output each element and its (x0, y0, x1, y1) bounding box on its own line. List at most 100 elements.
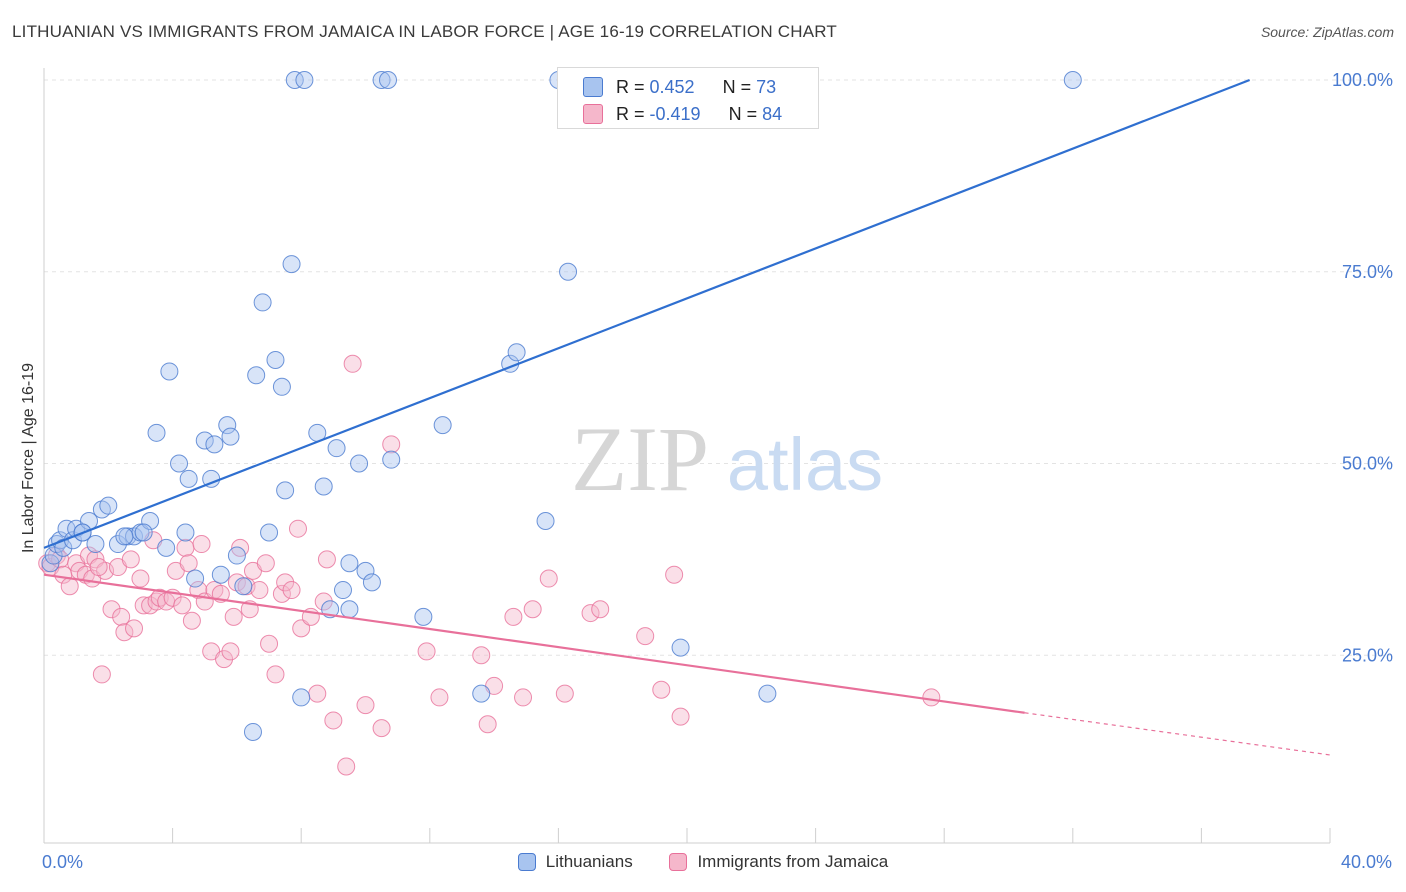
legend-label: Immigrants from Jamaica (697, 852, 889, 871)
data-point (414, 607, 433, 626)
data-point (272, 584, 291, 603)
data-point (170, 454, 189, 473)
trend-line-jamaica (43, 573, 1025, 714)
data-point (382, 435, 401, 454)
data-point (102, 600, 121, 619)
data-point (121, 550, 140, 569)
data-point (134, 523, 153, 542)
data-point (340, 600, 359, 619)
data-point (141, 512, 160, 531)
data-point (337, 757, 356, 776)
data-point (591, 600, 610, 619)
r-label: R = (616, 103, 650, 124)
data-point (362, 573, 381, 592)
data-point (507, 343, 526, 362)
data-point (276, 573, 295, 592)
data-point (115, 623, 134, 642)
data-point (189, 581, 208, 600)
data-point (372, 71, 391, 89)
data-point (372, 719, 391, 738)
data-point (131, 569, 150, 588)
data-point (382, 450, 401, 469)
data-point (536, 512, 555, 531)
data-point (89, 558, 108, 577)
legend-swatch-pink (583, 104, 603, 124)
data-point (266, 665, 285, 684)
y-tick-label: 100.0% (1332, 70, 1393, 90)
data-point (472, 646, 491, 665)
data-point (266, 350, 285, 369)
data-point (192, 535, 211, 554)
data-point (256, 554, 275, 573)
data-point (182, 611, 201, 630)
data-point (224, 607, 243, 626)
data-point (253, 293, 272, 312)
data-point (86, 535, 105, 554)
data-point (125, 619, 144, 638)
data-point (285, 71, 304, 89)
data-point (221, 642, 240, 661)
data-point (179, 554, 198, 573)
data-point (288, 519, 307, 538)
trend-line-lithuanians (43, 78, 1251, 549)
data-point (652, 680, 671, 699)
legend-label: Lithuanians (545, 852, 633, 871)
data-point (581, 604, 600, 623)
data-point (514, 688, 533, 707)
data-point (115, 527, 134, 546)
legend-swatch-blue (583, 77, 603, 97)
data-point (173, 596, 192, 615)
data-point (108, 535, 127, 554)
x-tick-label-min: 0.0% (42, 852, 84, 872)
data-point (295, 71, 314, 89)
data-point (504, 607, 523, 626)
series-lithuanians-points (41, 71, 1082, 741)
data-point (671, 638, 690, 657)
data-point (112, 607, 131, 626)
data-point (260, 523, 279, 542)
data-point (205, 435, 224, 454)
data-point (282, 581, 301, 600)
data-point (247, 366, 266, 385)
data-point (308, 684, 327, 703)
data-point (195, 431, 214, 450)
data-point (176, 523, 195, 542)
data-point (157, 538, 176, 557)
data-point (379, 71, 398, 89)
data-point (99, 496, 118, 515)
data-point (343, 354, 362, 373)
data-point (314, 592, 333, 611)
data-point (243, 722, 262, 741)
data-point (559, 262, 578, 281)
y-tick-labels: 25.0% 50.0% 75.0% 100.0% (1332, 70, 1393, 665)
data-point (430, 688, 449, 707)
data-point (250, 581, 269, 600)
watermark: ZIP atlas (571, 408, 883, 510)
series-legend: Lithuanians Immigrants from Jamaica (0, 852, 1406, 876)
y-tick-label: 25.0% (1342, 645, 1393, 665)
legend-item-lithuanians[interactable]: Lithuanians (517, 852, 633, 872)
data-point (260, 634, 279, 653)
data-point (186, 569, 205, 588)
data-point (327, 439, 346, 458)
data-point (665, 565, 684, 584)
data-point (539, 569, 558, 588)
r-value: -0.419 (649, 103, 701, 124)
data-point (555, 684, 574, 703)
y-axis-label: In Labor Force | Age 16-19 (20, 363, 37, 553)
data-point (333, 581, 352, 600)
data-point (282, 255, 301, 274)
data-point (292, 619, 311, 638)
data-point (433, 416, 452, 435)
source-label: Source: ZipAtlas.com (1260, 24, 1394, 40)
data-point (356, 561, 375, 580)
series-jamaica-points (38, 354, 941, 776)
legend-swatch-pink (669, 853, 688, 871)
data-point (636, 627, 655, 646)
data-point (1063, 71, 1082, 89)
data-point (179, 469, 198, 488)
data-point (922, 688, 941, 707)
legend-item-jamaica[interactable]: Immigrants from Jamaica (669, 852, 888, 872)
data-point (218, 416, 237, 435)
